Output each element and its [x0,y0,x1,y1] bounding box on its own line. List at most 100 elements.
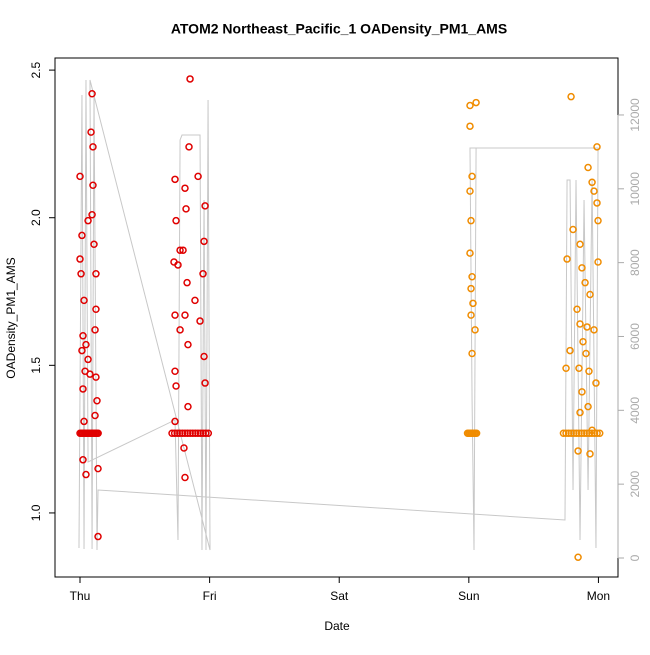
line-series [78,79,599,551]
point [566,346,574,355]
point [588,178,596,187]
point [178,429,187,437]
point [469,299,477,308]
point [181,311,189,319]
point [80,417,88,426]
point [567,429,575,437]
point [88,89,96,98]
point [94,532,102,541]
point [191,429,200,437]
point [172,382,180,390]
point [91,326,99,334]
point [594,216,602,225]
point [593,199,601,207]
point [578,264,586,272]
point [582,349,590,358]
x-tick-label: Mon [587,589,610,603]
point [575,364,583,373]
point [183,429,192,437]
point [572,429,581,437]
point [87,128,95,136]
point [184,402,192,411]
point [574,553,582,561]
point [92,305,100,313]
point [563,255,571,263]
point [593,143,601,151]
point [89,143,97,151]
y-tick-label: 1.0 [29,504,43,521]
point [186,75,194,83]
point [172,216,180,225]
x-axis-label: Date [324,619,350,633]
point [562,429,570,437]
point [181,184,189,192]
x-tick-label: Fri [203,589,217,603]
y2-tick-label: 8000 [628,249,642,276]
point [590,429,599,437]
point [186,429,194,437]
point [579,337,587,346]
x-tick-label: Sun [458,589,479,603]
point [590,326,598,334]
y-tick-label: 2.0 [29,209,43,226]
point [585,429,594,437]
point [168,429,176,437]
point [574,447,582,455]
point [200,237,208,246]
point [204,429,213,437]
point [199,429,207,437]
point [586,450,594,458]
y-axis-label: OADensity_PM1_AMS [4,257,18,378]
point [595,429,604,437]
point [562,364,570,373]
point [185,143,193,151]
point [79,456,87,464]
x-tick-label: Sat [330,589,349,603]
point [93,397,101,405]
point [467,311,475,319]
point [573,305,581,313]
point [576,320,584,328]
point [577,429,586,437]
point [564,429,573,437]
y2-tick-label: 4000 [628,397,642,424]
point [200,352,208,361]
point [583,323,591,331]
point [590,187,598,195]
point [201,429,210,437]
point [569,225,577,234]
point [586,290,594,299]
point [584,402,592,411]
point [466,122,474,130]
point [82,340,90,349]
point [570,429,578,437]
point [181,429,189,437]
point [76,172,84,181]
point [576,240,584,249]
point [79,332,87,340]
point [88,211,96,219]
point [466,187,474,195]
point [584,163,592,172]
point [588,429,596,437]
y-tick-label: 1.5 [29,357,43,374]
point [170,429,179,437]
point [194,429,202,437]
point [171,367,179,375]
point [468,172,476,181]
point [171,175,179,184]
point [78,231,86,240]
point [467,216,475,225]
point [180,444,188,452]
point [471,326,479,334]
point [580,429,588,437]
point [171,311,179,319]
point [86,370,94,378]
point [183,278,191,287]
point [583,429,591,437]
point [585,367,593,375]
point [196,317,204,325]
point [78,346,86,355]
point [176,326,184,334]
